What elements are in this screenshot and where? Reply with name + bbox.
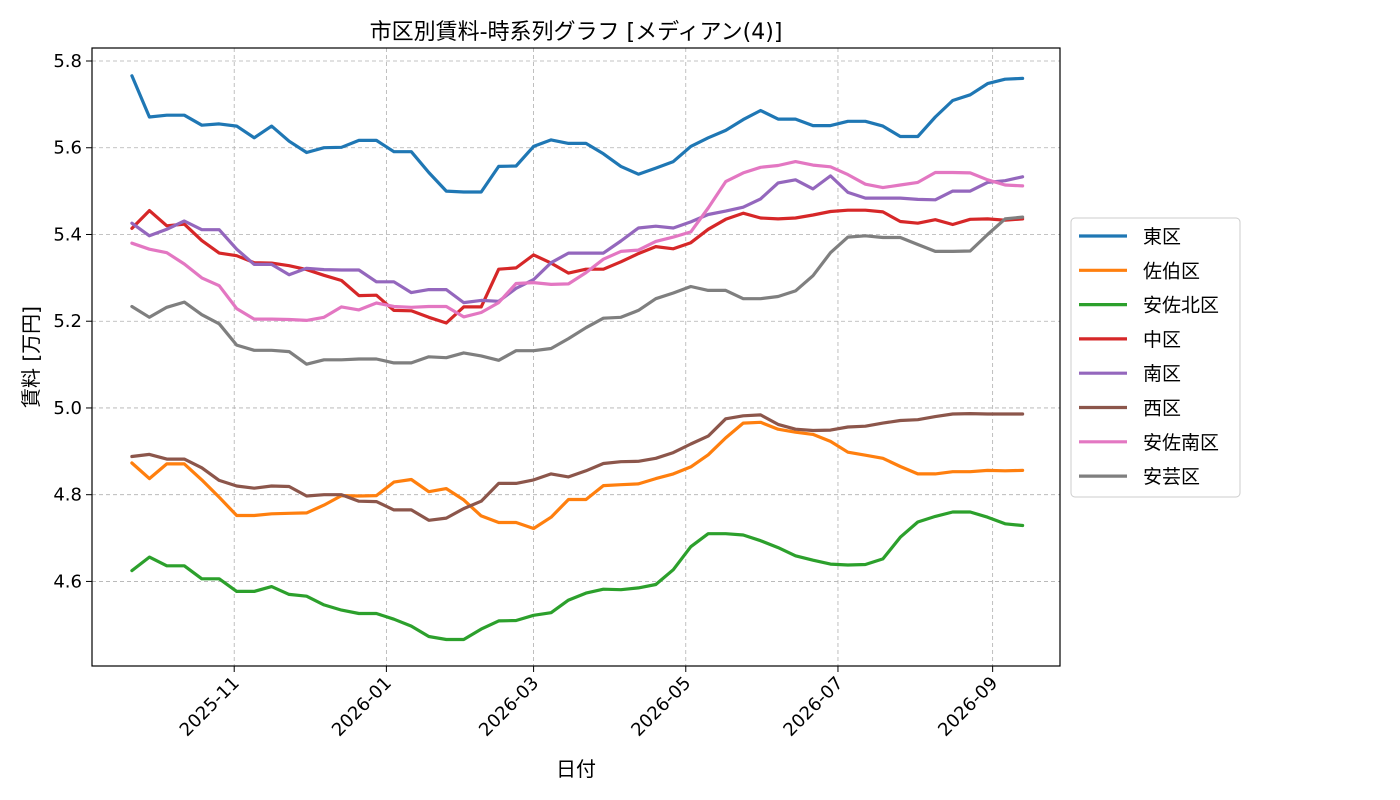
x-axis-ticks: 2025-11 2026-01 2026-03 2026-05 2026-07 2026-…: [176, 666, 1002, 741]
legend-label: 南区: [1143, 363, 1181, 385]
series-line: [130, 420, 1025, 531]
legend-label: 中区: [1143, 329, 1181, 351]
chart-title: 市区別賃料-時系列グラフ [メディアン(4)]: [370, 20, 783, 45]
y-tick-label: 4.6: [53, 571, 82, 592]
legend-label: 安芸区: [1143, 466, 1200, 488]
series-line: [130, 160, 1025, 322]
series-lines: [130, 74, 1025, 642]
series-line: [130, 510, 1025, 642]
legend-label: 安佐南区: [1143, 432, 1219, 454]
legend-label: 東区: [1143, 226, 1181, 248]
x-axis-label: 日付: [556, 757, 596, 781]
series-line: [130, 215, 1025, 366]
series-line: [130, 74, 1025, 194]
legend-label: 佐伯区: [1143, 260, 1200, 282]
y-tick-label: 5.2: [53, 311, 82, 332]
legend-label: 安佐北区: [1143, 295, 1219, 317]
legend-frame: [1070, 217, 1241, 498]
y-tick-label: 5.0: [53, 398, 82, 419]
x-tick-label: 2025-11: [176, 673, 244, 741]
gridlines: [92, 48, 1060, 666]
series-line: [130, 174, 1025, 305]
x-tick-label: 2026-05: [627, 673, 695, 741]
y-tick-label: 5.6: [53, 138, 82, 159]
y-axis-ticks: 4.6 4.8 5.0 5.2 5.4 5.6 5.8: [53, 51, 92, 592]
y-tick-label: 5.4: [53, 224, 82, 245]
x-tick-label: 2026-01: [328, 673, 396, 741]
plot-area-frame: [91, 47, 1061, 667]
x-tick-label: 2026-03: [475, 673, 543, 741]
x-tick-label: 2026-07: [779, 673, 847, 741]
series-line: [130, 208, 1025, 325]
y-tick-label: 4.8: [53, 485, 82, 506]
legend-label: 西区: [1143, 398, 1181, 420]
y-tick-label: 5.8: [53, 51, 82, 72]
x-tick-label: 2026-09: [934, 673, 1002, 741]
y-axis-label: 賃料 [万円]: [19, 306, 43, 408]
series-line: [130, 412, 1025, 522]
